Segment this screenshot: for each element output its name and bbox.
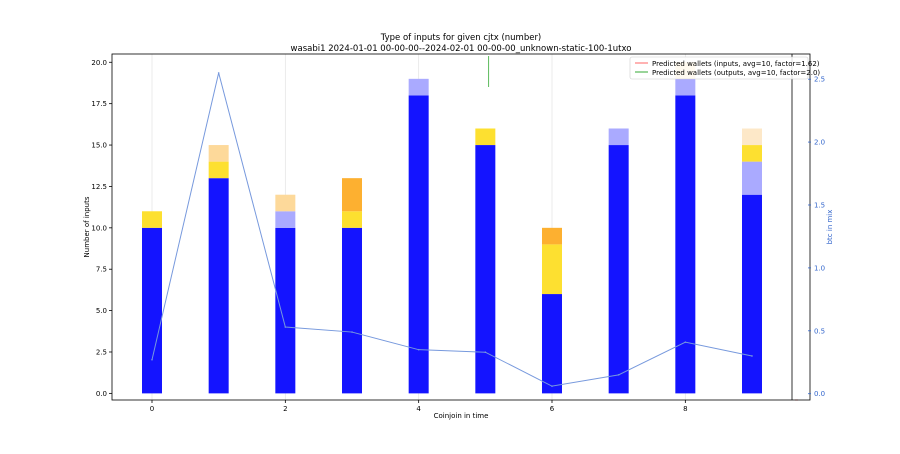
y-tick-label-4: 10.0	[91, 224, 107, 232]
bar-segment-5-0	[475, 145, 496, 394]
y2-tick-label-5: 2.5	[814, 76, 825, 84]
bar-segment-2-1	[275, 211, 296, 228]
bar-segment-7-0	[608, 145, 629, 394]
x-tick-label-4: 4	[416, 405, 421, 413]
y-axis-label: Number of inputs	[83, 196, 91, 257]
legend: Predicted wallets (inputs, avg=10, facto…	[629, 56, 820, 80]
bar-segment-9-1	[742, 161, 762, 195]
y-tick-label-2: 5.0	[96, 307, 107, 315]
bar-segment-9-2	[742, 145, 762, 162]
bar-segment-4-0	[408, 95, 429, 394]
x-axis-label: Coinjoin in time	[434, 412, 489, 420]
bar-segment-3-3	[342, 178, 362, 212]
btc-in-mix-point-9	[751, 355, 753, 357]
y-tick-label-8: 20.0	[91, 59, 107, 67]
legend-label-inputs: Predicted wallets (inputs, avg=10, facto…	[652, 60, 820, 68]
btc-in-mix-point-7	[617, 374, 620, 376]
btc-in-mix-point-2	[284, 326, 287, 328]
btc-in-mix-point-4	[417, 348, 420, 351]
bar-segment-0-2	[142, 211, 162, 228]
y2-tick-label-3: 1.5	[814, 201, 825, 209]
y-tick-label-3: 7.5	[96, 266, 107, 274]
x-tick-label-6: 6	[550, 405, 555, 413]
bar-segment-5-2	[475, 128, 496, 146]
x-tick-label-0: 0	[150, 405, 154, 413]
y-tick-label-1: 2.5	[96, 348, 107, 356]
bar-segment-4-1	[408, 78, 429, 96]
y2-axis-label: btc in mix	[826, 210, 834, 245]
bar-segment-9-0	[742, 194, 762, 394]
bar-segment-6-0	[542, 294, 562, 394]
legend-box	[629, 56, 809, 80]
y-tick-label-0: 0.0	[96, 390, 107, 398]
bar-segment-1-2	[208, 161, 229, 179]
y2-axis: 0.0 0.5 1.0 1.5 2.0 2.5	[808, 76, 825, 398]
btc-in-mix-point-1	[217, 72, 220, 74]
bar-segment-0-0	[142, 227, 162, 394]
bar-segment-8-0	[675, 95, 696, 394]
bar-segment-9-5	[742, 128, 762, 146]
bar-segment-1-0	[208, 178, 229, 394]
chart-subtitle: wasabi1 2024-01-01 00-00-00--2024-02-01 …	[291, 44, 632, 54]
bar-segment-2-4	[275, 194, 296, 212]
btc-in-mix-line	[151, 72, 753, 387]
bar-segment-3-0	[342, 227, 362, 394]
y2-tick-label-2: 1.0	[814, 264, 825, 272]
btc-in-mix-point-6	[551, 385, 553, 387]
bar-segment-6-3	[542, 227, 562, 245]
btc-in-mix-point-0	[151, 358, 153, 361]
plot-frame	[111, 53, 811, 401]
y-tick-label-5: 12.5	[91, 183, 107, 191]
bar-segment-7-1	[608, 128, 629, 146]
legend-label-outputs: Predicted wallets (outputs, avg=10, fact…	[652, 69, 820, 77]
bars-layer	[142, 56, 798, 401]
bar-segment-8-1	[675, 78, 696, 96]
btc-in-mix-point-5	[484, 351, 487, 353]
y-tick-label-6: 15.0	[91, 142, 107, 150]
x-tick-label-2: 2	[283, 405, 287, 413]
y-tick-label-7: 17.5	[91, 100, 107, 108]
y2-tick-label-1: 0.5	[814, 327, 825, 335]
x-tick-label-8: 8	[683, 405, 687, 413]
bar-segment-2-0	[275, 227, 296, 394]
bar-segment-1-4	[208, 145, 229, 162]
btc-in-mix-point-8	[684, 341, 687, 343]
btc-in-mix-point-3	[351, 331, 353, 333]
chart-title: Type of inputs for given cjtx (number)	[380, 33, 542, 43]
y-axis: 0.0 2.5 5.0 7.5 10.0 12.5 15.0 17.5 20.0	[91, 59, 112, 398]
line-layer	[151, 72, 753, 387]
bar-segment-6-2	[542, 244, 562, 295]
bar-segment-3-2	[342, 211, 362, 228]
y2-tick-label-4: 2.0	[814, 139, 825, 147]
y2-tick-label-0: 0.0	[814, 390, 825, 398]
x-axis: 0 2 4 6 8	[150, 400, 688, 413]
